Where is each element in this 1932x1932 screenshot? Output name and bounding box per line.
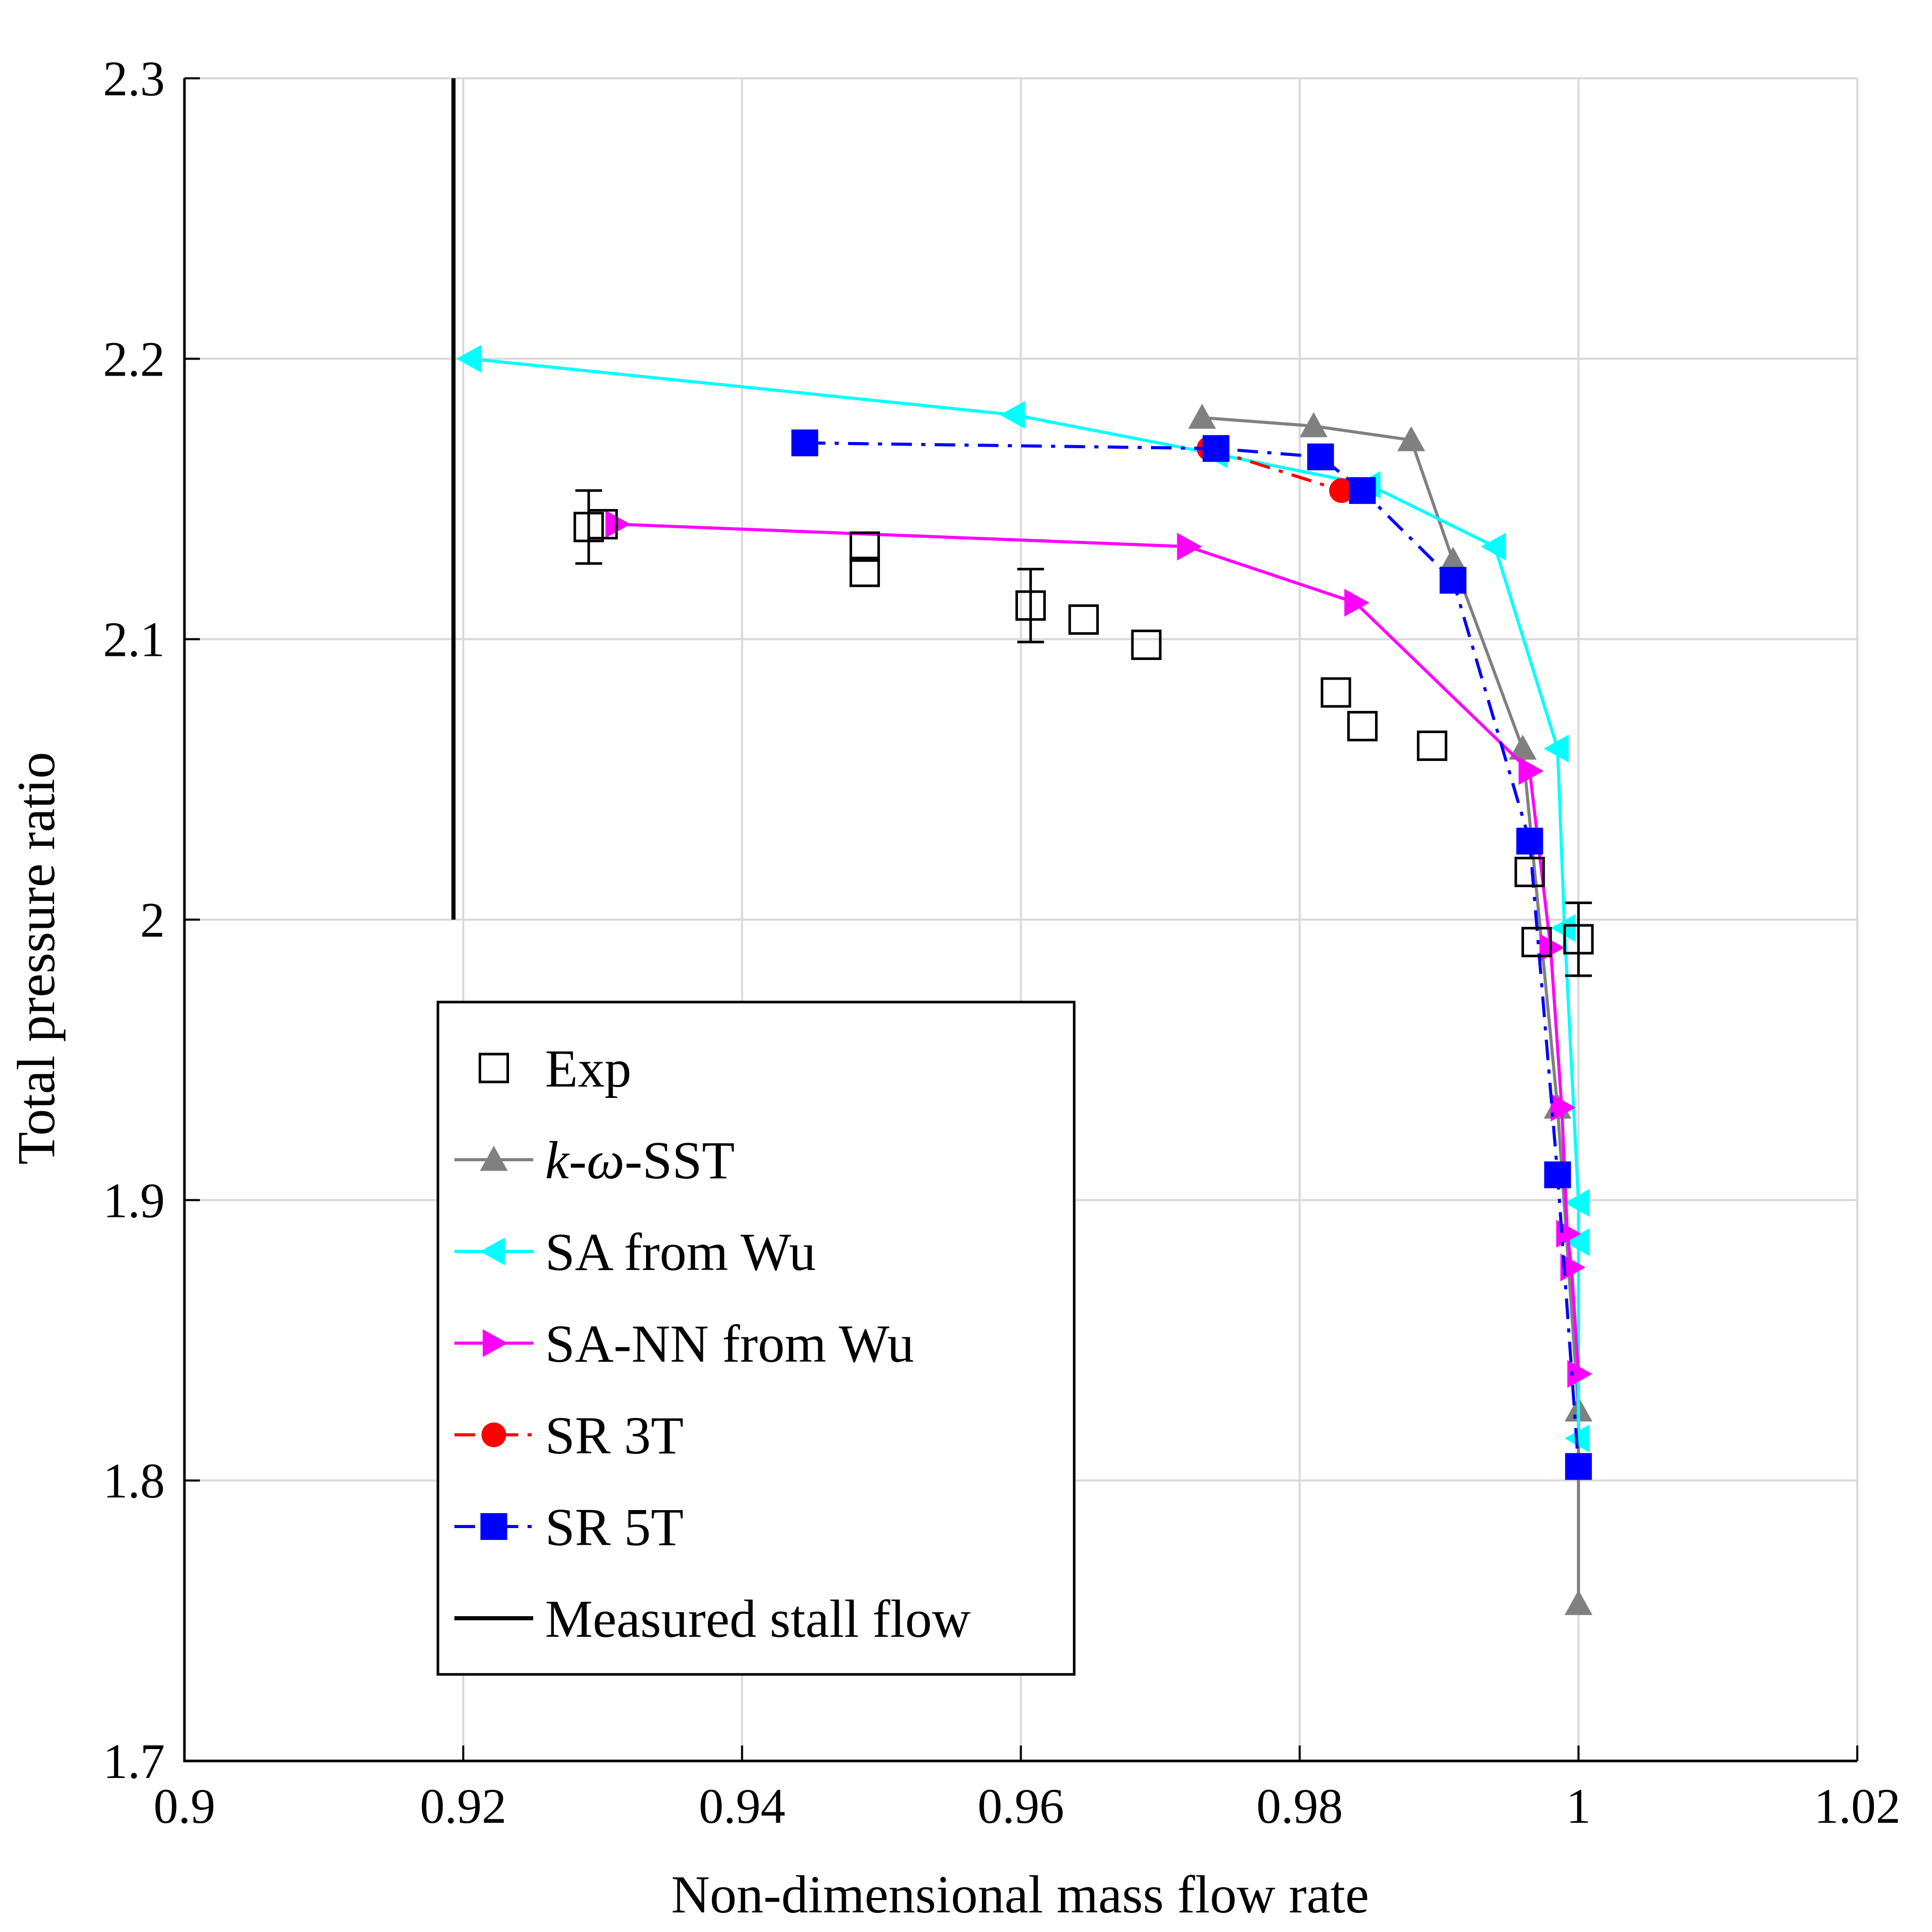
y-tick-label: 2.3 (103, 51, 165, 106)
x-tick-label: 0.94 (699, 1778, 785, 1834)
legend-label: SA-NN from Wu (545, 1314, 914, 1374)
data-point (849, 556, 880, 587)
y-tick-label: 1.7 (103, 1734, 165, 1789)
data-point (1344, 588, 1369, 617)
data-point (1131, 630, 1162, 660)
data-point (1329, 478, 1354, 503)
data-point (1544, 734, 1569, 762)
data-point (1481, 533, 1506, 561)
series-line (1202, 416, 1580, 1604)
data-point (1202, 435, 1230, 462)
data-point (1516, 827, 1544, 855)
data-point (456, 345, 482, 373)
legend-label: k-ω-SST (545, 1131, 735, 1190)
y-tick-label: 1.9 (103, 1173, 165, 1228)
legend-marker (480, 1238, 505, 1265)
data-point (587, 509, 618, 539)
legend-label: Measured stall flow (545, 1589, 971, 1649)
x-tick-label: 0.9 (154, 1778, 215, 1834)
data-point (1015, 590, 1046, 621)
x-axis-title: Non-dimensional mass flow rate (671, 1865, 1369, 1924)
data-point (1550, 1093, 1576, 1122)
legend-label: Exp (545, 1039, 632, 1098)
data-point (1439, 567, 1467, 594)
series-exp (573, 489, 1594, 977)
data-point (1397, 426, 1426, 451)
data-point (1564, 1228, 1590, 1256)
data-point (999, 401, 1025, 429)
data-point (791, 429, 819, 456)
axes: 0.9 0.92 0.94 0.96 0.98 1 1.02 1.7 1.8 1.9 2 2.1 2.2… (103, 51, 1901, 1834)
data-point (1539, 934, 1565, 962)
data-point (1564, 1590, 1592, 1615)
x-tick-label: 0.96 (978, 1778, 1064, 1834)
data-point (1518, 757, 1544, 785)
legend: Exp k-ω-SST SA from Wu SA-NN from Wu SR 3T SR… (436, 1001, 1076, 1676)
legend-label: SA from Wu (545, 1223, 816, 1282)
data-point (1349, 477, 1376, 504)
data-point (1068, 604, 1099, 635)
data-point (1544, 1161, 1571, 1189)
data-point (1177, 533, 1202, 561)
data-point (1307, 443, 1334, 470)
data-point (1439, 547, 1467, 572)
legend-marker (480, 1513, 507, 1540)
legend-label: SR 5T (545, 1498, 684, 1557)
series-sr-5t (791, 429, 1592, 1480)
series-k-sst (1188, 403, 1592, 1615)
data-point (1299, 412, 1328, 437)
y-axis-title: Total pressure ratio (7, 752, 66, 1164)
data-point (1521, 927, 1552, 958)
y-tick-label: 2.2 (103, 331, 165, 386)
data-point (1567, 1360, 1592, 1388)
data-point (849, 531, 880, 562)
data-point (1188, 403, 1216, 429)
data-point (1320, 677, 1351, 708)
y-tick-label: 1.8 (103, 1453, 165, 1509)
y-tick-label: 2 (140, 892, 165, 947)
data-point (1563, 924, 1594, 955)
data-point (1565, 1453, 1592, 1480)
x-tick-label: 1 (1566, 1778, 1591, 1834)
x-tick-label: 1.02 (1814, 1778, 1901, 1834)
data-point (1564, 1189, 1590, 1217)
legend-marker (480, 1146, 508, 1171)
legend-box (436, 1001, 1076, 1676)
series-line (470, 357, 1580, 1439)
legend-label: SR 3T (545, 1406, 684, 1465)
data-point (1509, 734, 1537, 760)
y-tick-label: 2.1 (103, 612, 165, 667)
legend-marker (482, 1329, 508, 1357)
data-point (1550, 914, 1576, 942)
x-tick-label: 0.92 (420, 1778, 506, 1834)
data-point (1560, 1253, 1586, 1281)
data-point (1347, 710, 1378, 741)
data-point (605, 510, 631, 538)
data-point (1514, 856, 1545, 887)
data-point (1417, 731, 1448, 761)
legend-marker (481, 1422, 506, 1447)
x-tick-label: 0.98 (1257, 1778, 1343, 1834)
plot-series (451, 78, 1594, 1615)
legend-marker (479, 1053, 509, 1083)
